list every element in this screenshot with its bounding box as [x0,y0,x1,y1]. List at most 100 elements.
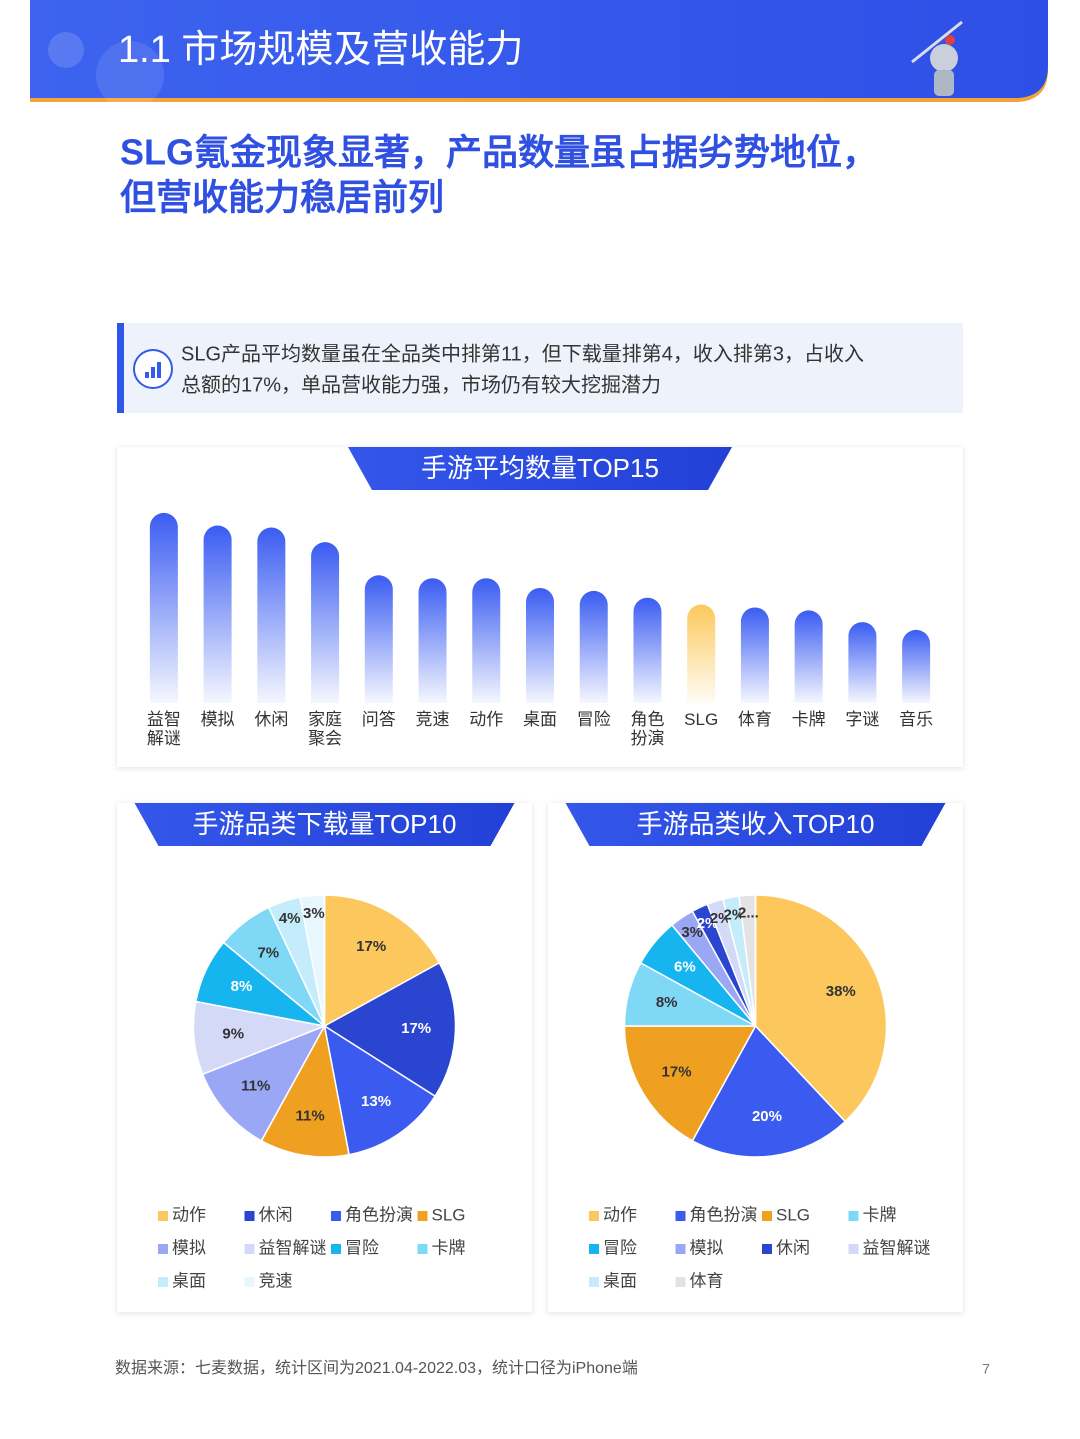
callout-box [117,323,963,413]
legend-swatch [331,1211,341,1221]
legend-label: SLG [776,1205,810,1224]
data-label: 13% [361,1093,391,1110]
x-tick-label: 竞速 [416,710,450,729]
x-tick-label: 音乐 [899,710,933,729]
bar [364,575,393,703]
legend-swatch [331,1244,341,1254]
legend-swatch [848,1244,859,1254]
legend-swatch [589,1244,599,1254]
bar [472,578,501,703]
callout-bar [117,323,124,413]
data-label: 17% [356,938,386,955]
bar [579,590,608,703]
legend-swatch [158,1277,168,1287]
legend-swatch [589,1277,599,1287]
chart-title: 手游平均数量TOP15 [421,453,659,483]
data-label: 17% [401,1020,431,1037]
chart-title: 手游品类收入TOP10 [637,809,875,839]
bar [418,578,447,703]
legend-label: 桌面 [603,1271,637,1290]
page-number: 7 [982,1361,990,1377]
x-tick-label: SLG [684,710,718,729]
bar [687,604,716,703]
x-tick-label: 字谜 [845,710,879,729]
bar [740,607,769,703]
title-tab [348,447,732,490]
x-tick-label: 家庭聚会 [308,710,342,748]
pie-slice [754,894,888,1123]
header-decoration [48,32,84,68]
header-decoration [96,41,164,109]
bar [848,622,877,703]
legend-label: 角色扮演 [345,1205,413,1224]
mascot-icon [911,20,963,96]
data-label: 38% [826,983,856,1000]
legend-swatch [244,1211,255,1221]
data-label: 17% [662,1064,692,1081]
title-tab [134,803,515,846]
bar [794,610,823,703]
title-tab [565,803,946,846]
x-tick-label: 动作 [469,710,503,729]
pie-slice [323,894,441,1028]
bar [633,597,662,703]
legend-swatch [244,1244,255,1254]
data-label: 11% [296,1108,325,1125]
x-tick-label: 卡牌 [792,710,826,729]
subtitle-line: SLG氪金现象显著，产品数量虽占据劣势地位， [120,132,878,173]
x-tick-label: 角色扮演 [630,710,664,748]
x-tick-label: 体育 [738,710,772,729]
legend-swatch [762,1211,772,1221]
subtitle-line: 但营收能力稳居前列 [120,177,444,218]
data-label: 20% [752,1108,782,1125]
legend-label: 卡牌 [432,1238,466,1257]
legend-swatch [589,1211,599,1221]
pie-slice [201,1024,327,1142]
legend-swatch [762,1244,772,1254]
header-title: 1.1 市场规模及营收能力 [118,29,523,71]
bar [311,542,340,703]
pie-slice [323,1024,437,1156]
legend-label: 冒险 [345,1238,379,1257]
legend-swatch [675,1244,686,1254]
bar [203,525,232,703]
legend-swatch [244,1277,255,1287]
legend-swatch [848,1211,859,1221]
header-band [30,0,1048,98]
legend-label: 竞速 [259,1271,293,1290]
callout-text: SLG产品平均数量虽在全品类中排第11，但下载量排第4，收入排第3，占收入 [181,342,864,365]
legend-label: 桌面 [172,1271,206,1290]
data-label: 6% [674,959,696,976]
callout-text: 总额的17%，单品营收能力强，市场仍有较大挖掘潜力 [181,373,661,396]
chart-title: 手游品类下载量TOP10 [193,809,457,839]
legend-label: 休闲 [776,1238,810,1257]
legend-swatch [417,1211,428,1221]
data-label: 9% [222,1026,244,1043]
footer-source: 数据来源：七麦数据，统计区间为2021.04-2022.03，统计口径为iPho… [115,1359,638,1377]
data-label: 8% [656,994,678,1011]
data-label: 2% [724,906,746,923]
legend-swatch [675,1211,686,1221]
data-label: 8% [231,978,253,995]
legend-swatch [417,1244,428,1254]
legend-label: 冒险 [603,1238,637,1257]
data-label: 3% [681,924,703,941]
legend-label: 模拟 [172,1238,206,1257]
bar [902,629,931,703]
x-tick-label: 模拟 [201,710,235,729]
legend-swatch [675,1277,686,1287]
data-label: 3% [303,905,325,922]
bar [526,587,554,703]
pie-slice [738,894,757,1027]
x-tick-label: 益智解谜 [147,710,181,748]
pie-slice [260,1023,350,1158]
legend-label: 卡牌 [863,1205,897,1224]
data-label: 2... [738,905,759,922]
pie-slice [323,961,457,1098]
legend-label: 动作 [172,1205,206,1224]
legend-label: 益智解谜 [863,1238,931,1257]
pie-slice [691,1024,847,1158]
legend-label: 模拟 [690,1238,724,1257]
